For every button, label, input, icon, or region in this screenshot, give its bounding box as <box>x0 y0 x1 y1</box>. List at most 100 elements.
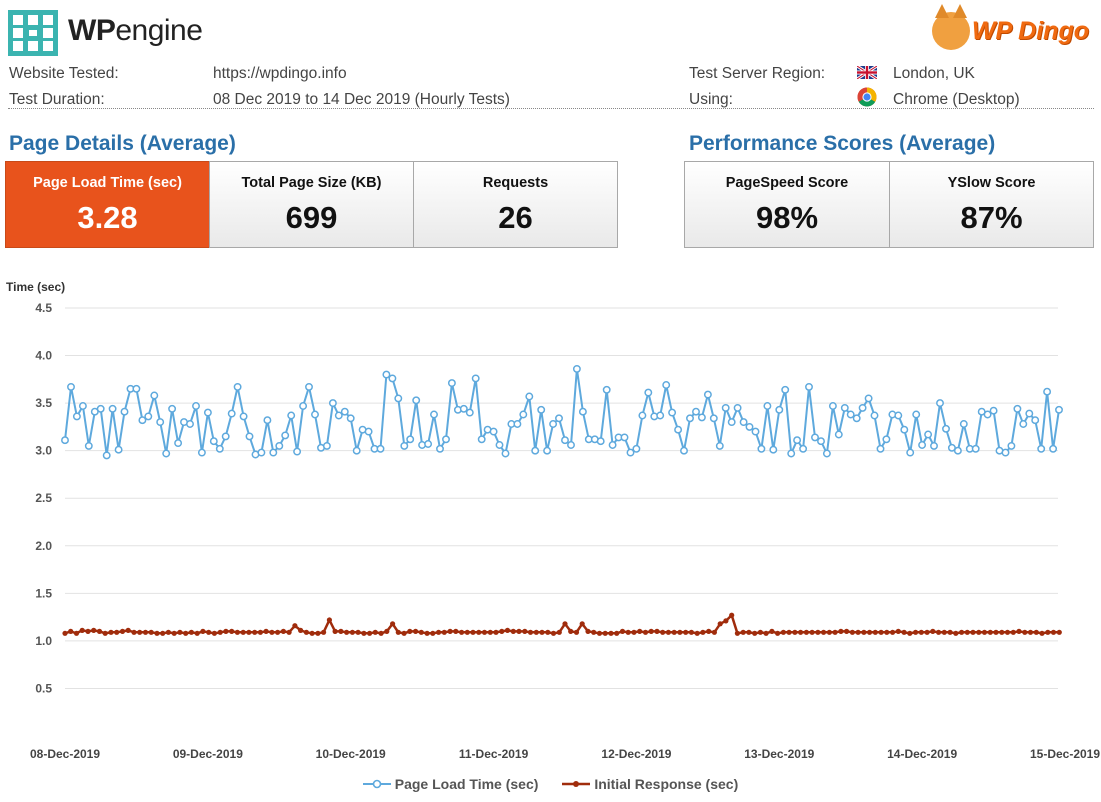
load-time-point <box>561 436 569 445</box>
initial-response-point <box>91 627 97 633</box>
load-time-point <box>311 410 319 419</box>
initial-response-point <box>102 630 108 636</box>
initial-response-point <box>401 630 407 636</box>
load-time-point <box>239 412 248 421</box>
website-value: https://wpdingo.info <box>213 65 347 82</box>
load-time-point <box>864 394 873 403</box>
load-time-point <box>953 446 962 455</box>
initial-response-point <box>79 627 85 633</box>
initial-response-point <box>648 628 654 634</box>
load-time-point <box>61 436 69 445</box>
load-time-point <box>84 441 93 450</box>
load-time-point <box>822 449 831 458</box>
initial-response-point <box>183 630 189 636</box>
initial-response-point <box>223 628 229 634</box>
y-tick-label: 1.0 <box>35 634 52 648</box>
load-time-point <box>150 391 159 400</box>
legend-load-label: Page Load Time (sec) <box>394 776 539 792</box>
load-time-point <box>900 425 909 434</box>
load-time-point <box>1031 416 1040 425</box>
initial-response-point <box>292 623 298 629</box>
legend-response-marker-icon <box>562 781 591 787</box>
metric-requests-value: 26 <box>498 200 533 235</box>
load-time-point <box>299 402 308 410</box>
initial-response-point <box>131 629 137 635</box>
initial-response-point <box>867 629 873 635</box>
initial-response-point <box>522 628 528 634</box>
initial-response-point <box>826 629 833 635</box>
y-tick-label: 4.5 <box>35 301 52 315</box>
load-time-point <box>709 414 718 423</box>
load-time-point <box>751 427 760 436</box>
initial-response-point <box>596 630 603 636</box>
load-time-point <box>971 444 980 453</box>
initial-response-point <box>901 629 907 635</box>
load-time-point <box>769 445 778 454</box>
performance-title: Performance Scores (Average) <box>689 132 996 155</box>
load-time-point <box>870 411 879 420</box>
load-time-point <box>465 408 474 417</box>
load-time-point <box>495 441 504 449</box>
initial-response-point <box>200 628 206 634</box>
load-time-point <box>959 420 968 428</box>
load-time-point <box>852 414 861 423</box>
initial-response-point <box>62 630 68 636</box>
initial-response-point <box>459 629 465 635</box>
initial-response-point <box>1027 629 1034 635</box>
initial-response-point <box>780 629 787 635</box>
chart-legend: Page Load Time (sec) Initial Response (s… <box>0 776 1101 792</box>
y-axis-label: Time (sec) <box>6 280 65 294</box>
initial-response-point <box>280 628 286 634</box>
load-time-point <box>192 402 200 410</box>
load-time-point <box>638 411 647 420</box>
initial-response-point <box>556 629 562 635</box>
load-time-point <box>489 427 498 436</box>
initial-response-point <box>585 628 591 634</box>
initial-response-point <box>142 629 149 635</box>
initial-response-point <box>148 629 154 635</box>
initial-response-point <box>108 629 114 635</box>
load-time-point <box>334 411 343 420</box>
load-time-point <box>947 443 956 452</box>
load-time-point <box>656 411 665 420</box>
initial-response-point <box>96 628 103 634</box>
initial-response-point <box>413 628 419 634</box>
initial-response-point <box>642 629 649 635</box>
initial-response-point <box>464 629 470 635</box>
website-label: Website Tested: <box>9 65 119 82</box>
initial-response-point <box>165 629 171 635</box>
load-time-point <box>686 414 694 423</box>
x-tick-label: 15-Dec-2019 <box>1030 747 1100 761</box>
load-time-point <box>376 444 385 453</box>
load-time-point <box>257 448 266 457</box>
load-time-point <box>245 432 254 441</box>
initial-response-point <box>999 629 1005 635</box>
initial-response-point <box>114 629 120 635</box>
initial-response-point <box>395 629 401 635</box>
initial-response-point <box>1045 629 1051 635</box>
metric-pagespeed: PageSpeed Score 98% <box>684 161 890 248</box>
load-time-point <box>793 436 802 445</box>
load-time-point <box>549 420 558 428</box>
load-time-point <box>680 446 688 455</box>
load-time-point <box>275 441 284 450</box>
load-time-point <box>537 405 546 414</box>
dingo-mascot-icon <box>931 4 970 50</box>
load-time-point <box>775 405 784 414</box>
load-time-point <box>287 411 296 420</box>
initial-response-point <box>378 630 384 636</box>
x-tick-label: 14-Dec-2019 <box>887 747 957 761</box>
load-time-point <box>174 439 183 448</box>
load-time-point <box>912 410 921 419</box>
initial-response-point <box>263 628 269 634</box>
load-time-point <box>840 403 849 412</box>
initial-response-point <box>872 629 878 635</box>
initial-response-point <box>470 629 476 635</box>
initial-response-point <box>976 629 982 635</box>
load-time-point <box>1055 405 1063 414</box>
load-time-point <box>918 441 927 449</box>
legend-load-marker-icon <box>362 779 391 789</box>
load-time-point <box>477 435 486 444</box>
load-time-point <box>424 440 433 448</box>
initial-response-point <box>918 629 924 635</box>
